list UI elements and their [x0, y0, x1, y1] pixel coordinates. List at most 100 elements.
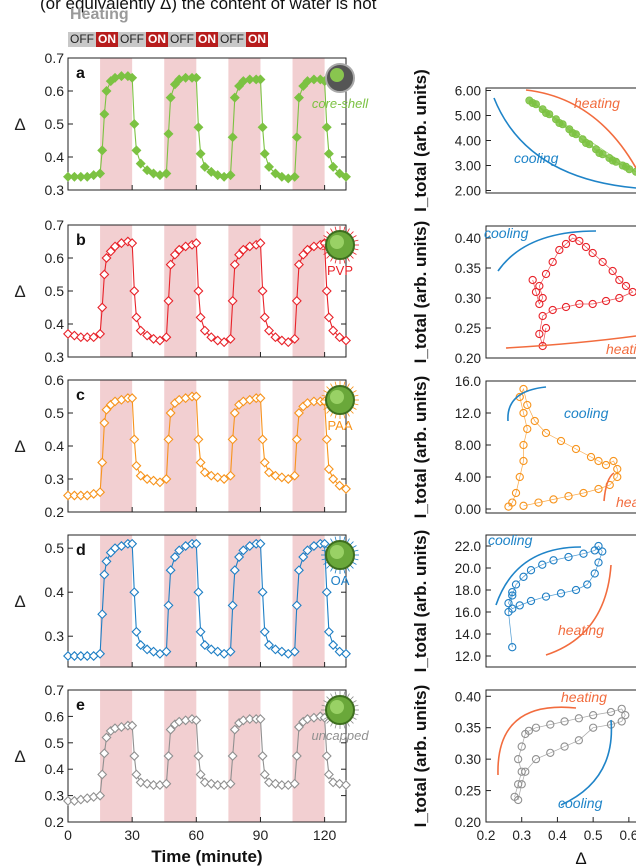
- series-e-point-44: [264, 777, 274, 788]
- series-b-point-35: [227, 295, 238, 306]
- scatter-e-point-15: [617, 717, 626, 726]
- series-e-point-30: [199, 777, 210, 788]
- series-d-point-20: [161, 646, 172, 657]
- series-a-point-2: [75, 171, 86, 182]
- annotation-label-c-1: hea: [616, 494, 636, 510]
- series-c-point-20: [161, 474, 172, 484]
- scatter-e-point-8: [546, 720, 555, 729]
- series-d-point-51: [298, 552, 309, 562]
- scatter-e-point-22: [521, 767, 530, 776]
- series-a-point-34: [225, 170, 236, 181]
- annotation-arrow-a-1: [493, 97, 636, 189]
- series-c-point-21: [163, 434, 174, 445]
- series-b-point-10: [110, 241, 121, 252]
- scatter-y-tick-label-b-2: 0.30: [455, 291, 481, 306]
- series-d-point-38: [238, 545, 249, 556]
- series-a-point-36: [229, 92, 240, 103]
- scatter-e-point-7: [531, 723, 541, 732]
- scatter-d-point-22: [504, 599, 513, 608]
- series-a-point-8: [101, 86, 112, 96]
- series-b-point-42: [257, 286, 268, 296]
- scatter-b-point-23: [548, 305, 557, 315]
- scatter-c-point-27: [519, 501, 528, 510]
- heating-state-4: OFF: [168, 32, 196, 47]
- scatter-e-point-11: [588, 710, 598, 720]
- y-tick-label-a-2: 0.5: [45, 116, 65, 132]
- series-a-point-22: [165, 92, 176, 103]
- scatter-panel-d: 12.0 14.0 16.0 18.0 20.0 22.0 I_total (arb. un…: [411, 530, 636, 672]
- series-c-point-44: [264, 467, 274, 478]
- series-b-point-5: [95, 328, 106, 339]
- series-d-point-16: [135, 640, 146, 650]
- series-a-point-13: [127, 72, 138, 83]
- scatter-b-point-5: [541, 269, 551, 279]
- series-e-point-45: [270, 778, 281, 789]
- series-a-point-28: [193, 122, 204, 133]
- scatter-line-e: [514, 708, 626, 801]
- annotation-arrow-c-1: [603, 472, 615, 502]
- annotation-label-e-1: cooling: [558, 795, 603, 811]
- scatter-c-point-20: [613, 472, 622, 482]
- panel-label-d: OA: [331, 573, 350, 588]
- scatter-d-point-7: [549, 556, 558, 565]
- series-d-point-35: [227, 600, 238, 611]
- particle-core-icon-d: [330, 545, 344, 559]
- scatter-y-tick-label-e-2: 0.30: [455, 752, 481, 767]
- series-c-point-60: [341, 483, 351, 494]
- series-c-point-30: [199, 467, 210, 478]
- series-b-point-33: [219, 337, 230, 348]
- y-axis-label-a: Δ: [14, 115, 25, 134]
- series-b-point-7: [99, 269, 110, 280]
- scatter-x-axis-label-e: Δ: [575, 849, 586, 867]
- series-e-point-50: [293, 721, 304, 732]
- annotation-label-d-1: heating: [558, 622, 604, 638]
- scatter-x-tick-label-e-2: 0.4: [548, 828, 567, 843]
- scatter-y-axis-label-c: I_total (arb. units): [411, 376, 430, 519]
- series-d-point-21: [163, 600, 174, 611]
- series-b-point-23: [169, 249, 180, 260]
- scatter-y-tick-label-b-1: 0.25: [455, 321, 481, 336]
- scatter-e-point-14: [621, 710, 630, 720]
- series-e-point-0: [63, 795, 73, 806]
- series-c-point-2: [75, 490, 86, 501]
- heating-state-5: ON: [196, 32, 218, 47]
- scatter-c-point-13: [556, 436, 566, 446]
- particle-core-icon-b: [330, 235, 344, 249]
- series-b-point-34: [225, 333, 236, 344]
- series-d-point-42: [257, 587, 268, 598]
- series-d-point-17: [142, 644, 153, 655]
- y-tick-label-d-2: 0.5: [45, 540, 65, 556]
- series-d-point-37: [234, 552, 245, 562]
- series-a-point-11: [116, 71, 127, 82]
- series-a-point-1: [69, 171, 80, 182]
- series-c-point-16: [135, 470, 146, 481]
- scatter-line-b: [532, 237, 634, 347]
- series-d-point-15: [131, 626, 142, 637]
- series-a-point-41: [255, 74, 266, 85]
- series-d-point-27: [191, 538, 202, 549]
- scatter-a-point-18: [542, 109, 551, 118]
- series-c-point-50: [293, 408, 304, 418]
- scatter-d-point-8: [564, 552, 573, 562]
- series-e-point-59: [334, 778, 345, 789]
- panel-frame-e: [67, 689, 347, 823]
- series-a-point-45: [270, 168, 281, 179]
- scatter-y-tick-label-a-1: 3.00: [455, 159, 481, 174]
- scatter-c-point-23: [579, 488, 588, 498]
- scatter-y-axis-label-b: I_total (arb. units): [411, 221, 430, 364]
- series-c-point-28: [193, 434, 204, 445]
- series-e-point-8: [101, 732, 112, 743]
- scatter-d-point-20: [515, 601, 524, 610]
- series-c-point-57: [323, 464, 334, 475]
- series-e-point-35: [227, 751, 238, 761]
- series-a-point-23: [169, 79, 180, 90]
- scatter-y-tick-label-e-0: 0.20: [455, 815, 481, 830]
- series-e-point-14: [129, 751, 140, 761]
- scatter-d-point-21: [508, 604, 517, 613]
- caption-fragment: (or equivalently Δ) the content of water…: [40, 0, 377, 13]
- scatter-d-point-19: [526, 596, 536, 606]
- scatter-d-point-14: [590, 569, 599, 578]
- y-axis-label-e: Δ: [14, 747, 25, 766]
- scatter-y-tick-label-b-4: 0.40: [455, 231, 481, 246]
- series-c-point-36: [229, 408, 240, 418]
